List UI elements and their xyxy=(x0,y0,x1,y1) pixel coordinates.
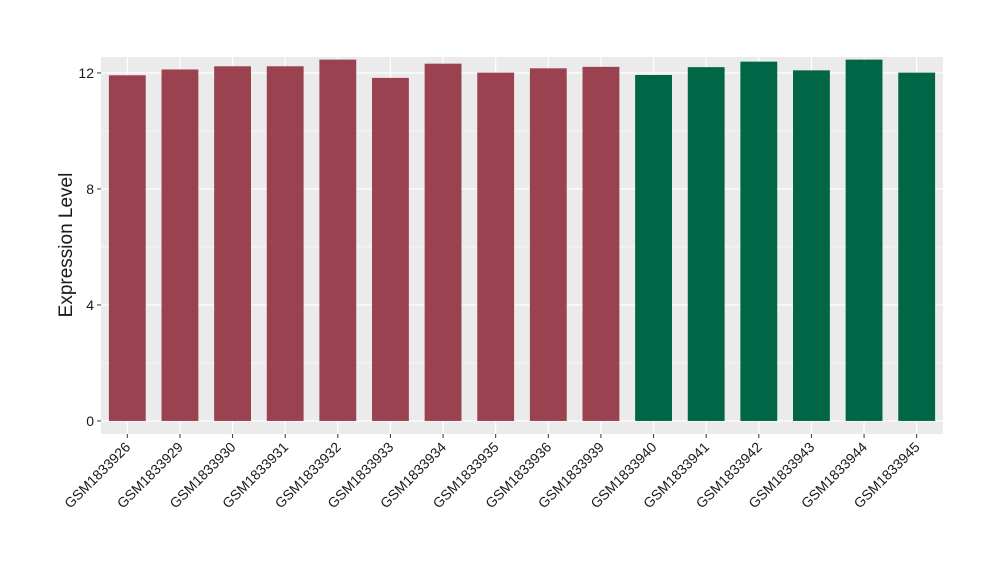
bar-GSM1833941 xyxy=(687,67,725,421)
y-axis-title: Expression Level xyxy=(56,173,77,318)
y-tick-label: 4 xyxy=(86,297,94,313)
bar-GSM1833936 xyxy=(529,68,567,421)
bar-GSM1833931 xyxy=(266,66,304,421)
bar-GSM1833932 xyxy=(319,59,357,421)
bar-GSM1833943 xyxy=(793,70,830,421)
y-tick-label: 0 xyxy=(86,413,94,429)
bars xyxy=(108,59,936,421)
y-axis: 0 4 8 12 xyxy=(78,65,101,429)
bar-GSM1833930 xyxy=(214,66,251,421)
x-axis: GSM1833926GSM1833929GSM1833930GSM1833931… xyxy=(61,434,923,511)
y-tick-label: 8 xyxy=(86,181,94,197)
bar-GSM1833929 xyxy=(161,69,199,421)
bar-GSM1833944 xyxy=(845,59,883,421)
bar-GSM1833939 xyxy=(582,66,620,421)
bar-GSM1833942 xyxy=(740,61,778,421)
y-tick-label: 12 xyxy=(78,65,94,81)
bar-GSM1833935 xyxy=(477,72,515,421)
bar-GSM1833933 xyxy=(372,77,409,421)
bar-GSM1833926 xyxy=(108,75,146,421)
bar-GSM1833940 xyxy=(635,74,672,421)
bar-GSM1833945 xyxy=(898,72,936,421)
bar-GSM1833934 xyxy=(424,63,462,421)
